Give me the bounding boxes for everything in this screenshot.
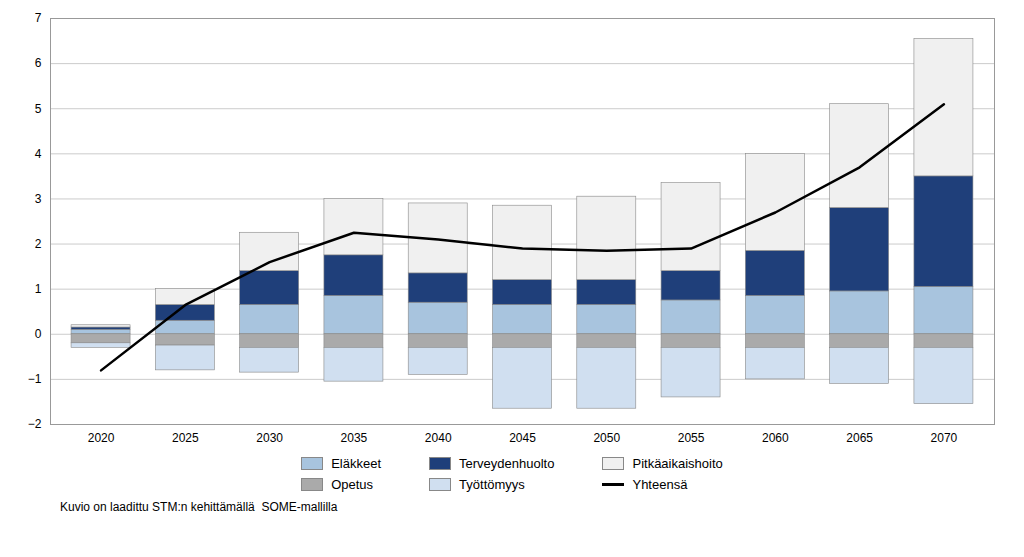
html-text:Eläkkeet: Eläkkeet bbox=[331, 456, 382, 471]
svg-text:0: 0 bbox=[35, 327, 42, 341]
svg-text:5: 5 bbox=[35, 102, 42, 116]
svg-text:2065: 2065 bbox=[846, 431, 873, 445]
svg-text:1: 1 bbox=[35, 282, 42, 296]
html-text:Opetus: Opetus bbox=[331, 477, 374, 492]
svg-text:−1: −1 bbox=[28, 372, 42, 386]
svg-text:−2: −2 bbox=[28, 417, 42, 431]
svg-text:3: 3 bbox=[35, 192, 42, 206]
html-text:Pitkäaikaishoito: Pitkäaikaishoito bbox=[632, 456, 723, 471]
svg-text:2045: 2045 bbox=[509, 431, 536, 445]
html-text:Terveydenhuolto: Terveydenhuolto bbox=[459, 456, 555, 471]
svg-text:4: 4 bbox=[35, 147, 42, 161]
svg-text:2020: 2020 bbox=[88, 431, 115, 445]
svg-text:7: 7 bbox=[35, 11, 42, 25]
svg-text:2060: 2060 bbox=[762, 431, 789, 445]
svg-text:2055: 2055 bbox=[678, 431, 705, 445]
html-text:Yhteensä: Yhteensä bbox=[632, 477, 688, 492]
html-text:Kuvio on laadittu STM:n kehitt: Kuvio on laadittu STM:n kehittämällä SOM… bbox=[60, 500, 338, 514]
svg-text:2: 2 bbox=[35, 237, 42, 251]
svg-text:2050: 2050 bbox=[593, 431, 620, 445]
svg-text:2070: 2070 bbox=[931, 431, 958, 445]
svg-text:2040: 2040 bbox=[425, 431, 452, 445]
html-text:Työttömyys: Työttömyys bbox=[459, 477, 525, 492]
svg-text:2035: 2035 bbox=[341, 431, 368, 445]
svg-text:6: 6 bbox=[35, 56, 42, 70]
svg-text:2025: 2025 bbox=[172, 431, 199, 445]
svg-text:2030: 2030 bbox=[256, 431, 283, 445]
